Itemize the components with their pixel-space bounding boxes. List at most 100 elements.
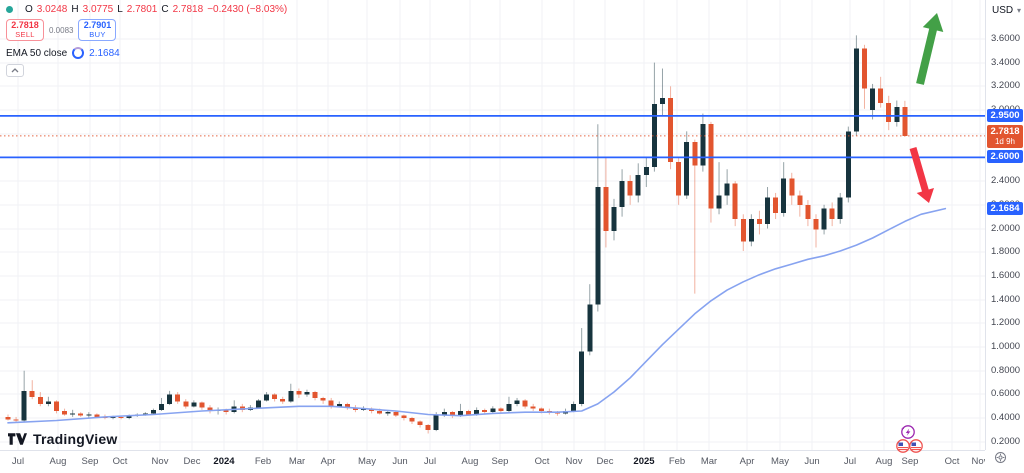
candle bbox=[264, 394, 270, 401]
candle bbox=[732, 183, 738, 220]
candle bbox=[748, 219, 754, 242]
time-axis-month-label: Mar bbox=[288, 456, 306, 467]
ema-line bbox=[7, 207, 947, 424]
legend-collapse-button[interactable] bbox=[6, 64, 24, 77]
price-axis-label: 0.2000 bbox=[991, 435, 1021, 447]
price-axis-label: 3.4000 bbox=[991, 56, 1021, 68]
candle bbox=[878, 88, 884, 103]
candle bbox=[280, 399, 286, 402]
candle bbox=[837, 197, 843, 220]
candle bbox=[789, 178, 795, 196]
ohlc-change: −0.2430 (−8.03%) bbox=[207, 3, 288, 15]
chart-canvas[interactable] bbox=[0, 0, 985, 450]
candles-layer bbox=[5, 35, 908, 434]
price-axis-label: 3.6000 bbox=[991, 32, 1021, 44]
price-axis-label: 1.6000 bbox=[991, 269, 1021, 281]
candle bbox=[522, 400, 528, 407]
sell-button[interactable]: 2.7818 SELL bbox=[6, 19, 44, 41]
candle bbox=[167, 394, 173, 404]
svg-text:+: + bbox=[901, 427, 904, 433]
candle bbox=[223, 409, 229, 413]
time-axis-month-label: Feb bbox=[254, 456, 272, 467]
indicator-loading-icon bbox=[72, 47, 85, 59]
currency-selector[interactable]: USD ▾ bbox=[986, 0, 1024, 21]
up-arrow-annotation[interactable] bbox=[916, 13, 944, 85]
price-axis[interactable]: USD ▾ 3.60003.40003.20003.00002.80002.60… bbox=[985, 0, 1024, 450]
us-flag-event-icon[interactable] bbox=[909, 439, 923, 453]
candle bbox=[441, 412, 447, 415]
time-axis-month-label: Nov bbox=[971, 456, 985, 467]
ohlc-high-label: H bbox=[71, 3, 79, 15]
candle bbox=[239, 406, 245, 410]
down-arrow-annotation[interactable] bbox=[909, 147, 934, 203]
indicator-legend[interactable]: EMA 50 close 2.1684 bbox=[6, 47, 287, 59]
candle bbox=[142, 413, 148, 415]
candle bbox=[845, 131, 851, 198]
candle bbox=[659, 98, 665, 105]
time-axis[interactable]: Jul Aug Sep Oct Nov Dec 2024 Feb Mar Apr May Jun Jul… bbox=[0, 450, 985, 473]
price-axis-label: 3.2000 bbox=[991, 80, 1021, 92]
time-axis-month-label: Apr bbox=[739, 456, 755, 467]
lightning-event-icon[interactable]: + bbox=[901, 425, 915, 439]
ohlc-low-label: L bbox=[117, 3, 123, 15]
candle bbox=[70, 413, 76, 415]
candle bbox=[385, 412, 391, 414]
time-axis-month-label: Jun bbox=[804, 456, 820, 467]
axis-settings-gear-icon[interactable] bbox=[994, 451, 1007, 469]
candle bbox=[490, 408, 496, 413]
sell-label: SELL bbox=[15, 30, 35, 40]
us-flag-event-icon[interactable] bbox=[896, 439, 910, 453]
time-axis-month-label: Jul bbox=[11, 456, 25, 467]
sell-price: 2.7818 bbox=[11, 20, 39, 31]
buy-label: BUY bbox=[89, 30, 106, 40]
candle bbox=[62, 410, 68, 415]
candle bbox=[829, 208, 835, 220]
level-lines bbox=[0, 115, 985, 159]
watermark-text: TradingView bbox=[33, 431, 118, 447]
level-price-badge: 2.9500 bbox=[987, 108, 1023, 122]
tradingview-watermark[interactable]: TradingView bbox=[8, 431, 117, 447]
indicator-value: 2.1684 bbox=[89, 47, 120, 59]
candle bbox=[207, 407, 213, 411]
candle bbox=[425, 425, 431, 430]
candle bbox=[457, 410, 463, 416]
candle bbox=[37, 396, 43, 404]
candle bbox=[191, 402, 197, 407]
buy-button[interactable]: 2.7901 BUY bbox=[78, 19, 117, 41]
candle bbox=[506, 403, 512, 411]
event-markers[interactable]: + bbox=[893, 424, 925, 459]
ohlc-high-value: 3.0775 bbox=[82, 3, 114, 15]
candle bbox=[482, 409, 488, 413]
ohlc-open-label: O bbox=[25, 3, 33, 15]
candle bbox=[377, 410, 383, 414]
candle bbox=[902, 107, 908, 136]
candle bbox=[870, 88, 876, 110]
time-axis-month-label: Jun bbox=[392, 456, 408, 467]
price-axis-label: 1.4000 bbox=[991, 293, 1021, 305]
time-axis-year-label: 2024 bbox=[213, 456, 235, 467]
candle bbox=[498, 408, 504, 411]
time-axis-month-label: Dec bbox=[183, 456, 201, 467]
time-axis-month-label: Oct bbox=[112, 456, 128, 467]
price-axis-label: 0.8000 bbox=[991, 364, 1021, 376]
candle bbox=[579, 351, 585, 404]
candle bbox=[797, 195, 803, 205]
candle bbox=[821, 208, 827, 230]
candle bbox=[756, 219, 762, 224]
trade-buttons-row: 2.7818 SELL 0.0083 2.7901 BUY bbox=[6, 19, 287, 41]
candle bbox=[401, 415, 407, 419]
candle bbox=[603, 187, 609, 231]
ohlc-close-value: 2.7818 bbox=[172, 3, 204, 15]
spread-value: 0.0083 bbox=[49, 25, 74, 35]
time-axis-month-label: Mar bbox=[700, 456, 718, 467]
time-axis-month-label: Sep bbox=[491, 456, 509, 467]
candle bbox=[635, 175, 641, 196]
time-axis-month-label: Aug bbox=[49, 456, 67, 467]
candle bbox=[320, 397, 326, 401]
candle bbox=[716, 195, 722, 209]
candle bbox=[651, 104, 657, 167]
candle bbox=[29, 390, 35, 397]
chevron-down-icon: ▾ bbox=[1016, 6, 1021, 15]
candle bbox=[668, 98, 674, 163]
candle bbox=[288, 390, 294, 402]
